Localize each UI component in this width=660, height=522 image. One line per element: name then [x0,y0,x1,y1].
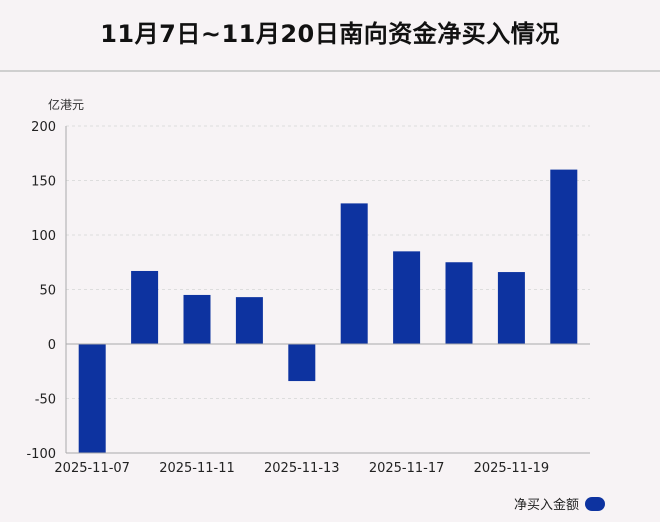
title-divider [0,70,660,72]
bar [340,203,368,344]
legend-label: 净买入金额 [513,498,579,513]
y-tick-label: 200 [31,120,56,135]
x-tick-label: 2025-11-19 [474,461,550,476]
bar [550,169,578,344]
bars [78,169,578,453]
bar [131,270,159,344]
bar [235,297,263,344]
bar [183,294,211,344]
x-tick-label: 2025-11-17 [369,461,445,476]
chart-title: 11月7日~11月20日南向资金净买入情况 [100,20,560,48]
bar [288,344,316,382]
legend-swatch [585,496,605,511]
bar [393,251,421,344]
x-tick-label: 2025-11-11 [159,461,235,476]
bar [497,272,525,344]
axes [65,126,590,454]
bar [78,344,106,453]
legend: 净买入金额 [514,494,605,513]
x-tick-label: 2025-11-07 [54,461,130,476]
y-axis-unit-label: 亿港元 [48,98,85,112]
y-tick-label: -50 [35,393,56,408]
x-tick-label: 2025-11-13 [264,461,340,476]
y-tick-label: 100 [31,229,56,244]
y-tick-label: -100 [26,447,56,462]
bar [445,262,473,344]
y-tick-label: 50 [39,284,56,299]
y-tick-label: 150 [31,175,56,190]
y-tick-label: 0 [48,338,56,353]
